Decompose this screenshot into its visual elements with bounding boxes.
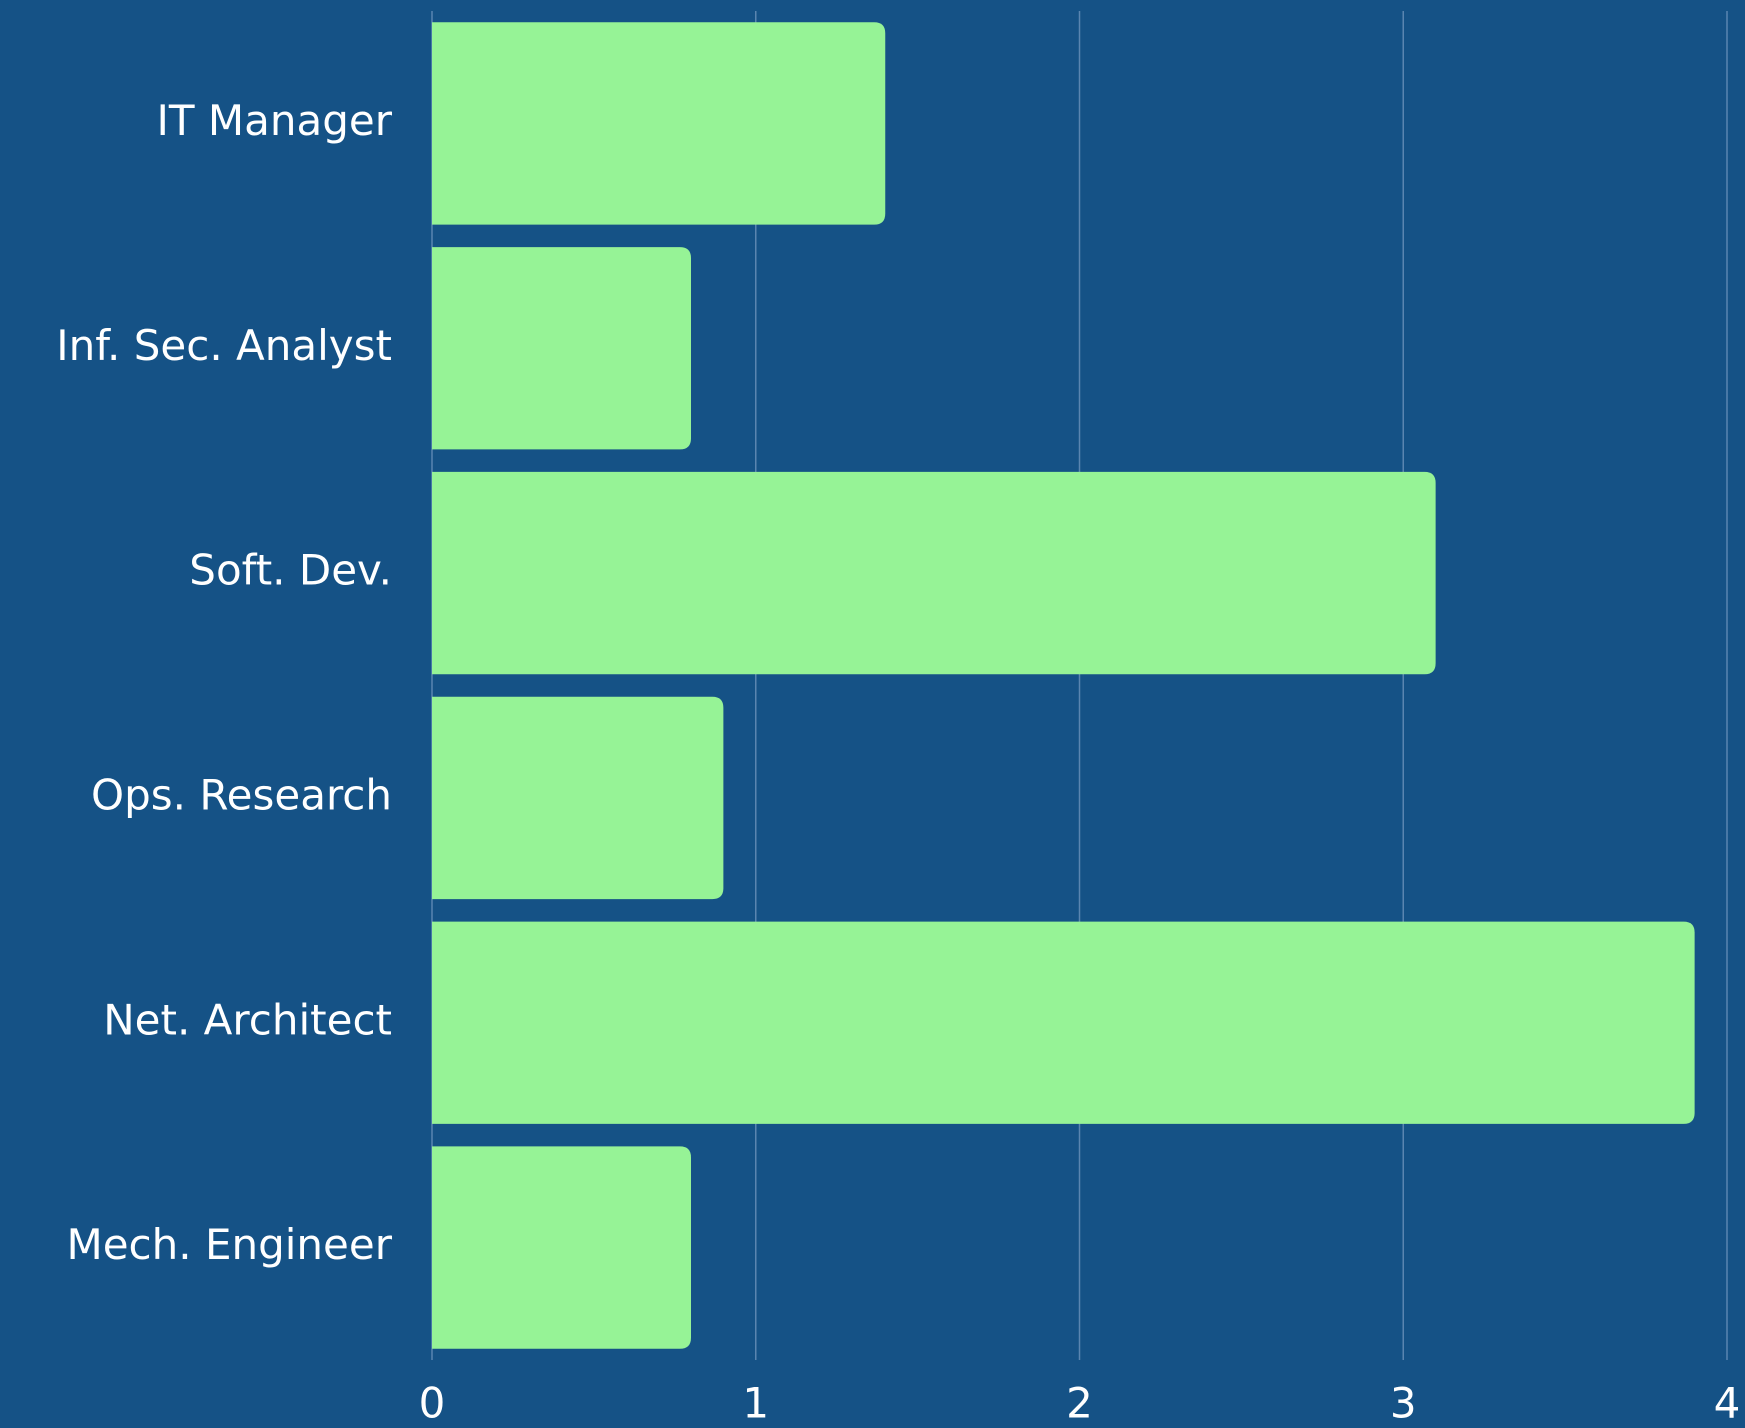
- y-tick-label: Net. Architect: [103, 995, 392, 1044]
- bar: [432, 1146, 691, 1349]
- x-tick-label: 4: [1714, 1379, 1741, 1428]
- y-tick-label: Inf. Sec. Analyst: [56, 321, 392, 370]
- bar: [432, 22, 886, 225]
- y-tick-label: Soft. Dev.: [189, 546, 392, 595]
- bar: [432, 471, 1436, 675]
- y-tick-label: Ops. Research: [91, 770, 392, 819]
- y-tick-label: Mech. Engineer: [66, 1220, 392, 1269]
- bar: [432, 247, 691, 450]
- bar: [432, 696, 724, 900]
- y-tick-label: IT Manager: [157, 96, 393, 145]
- x-tick-label: 2: [1066, 1379, 1093, 1428]
- x-tick-label: 1: [742, 1379, 769, 1428]
- x-tick-label: 3: [1390, 1379, 1417, 1428]
- x-tick-label: 0: [419, 1379, 446, 1428]
- bar: [432, 921, 1695, 1124]
